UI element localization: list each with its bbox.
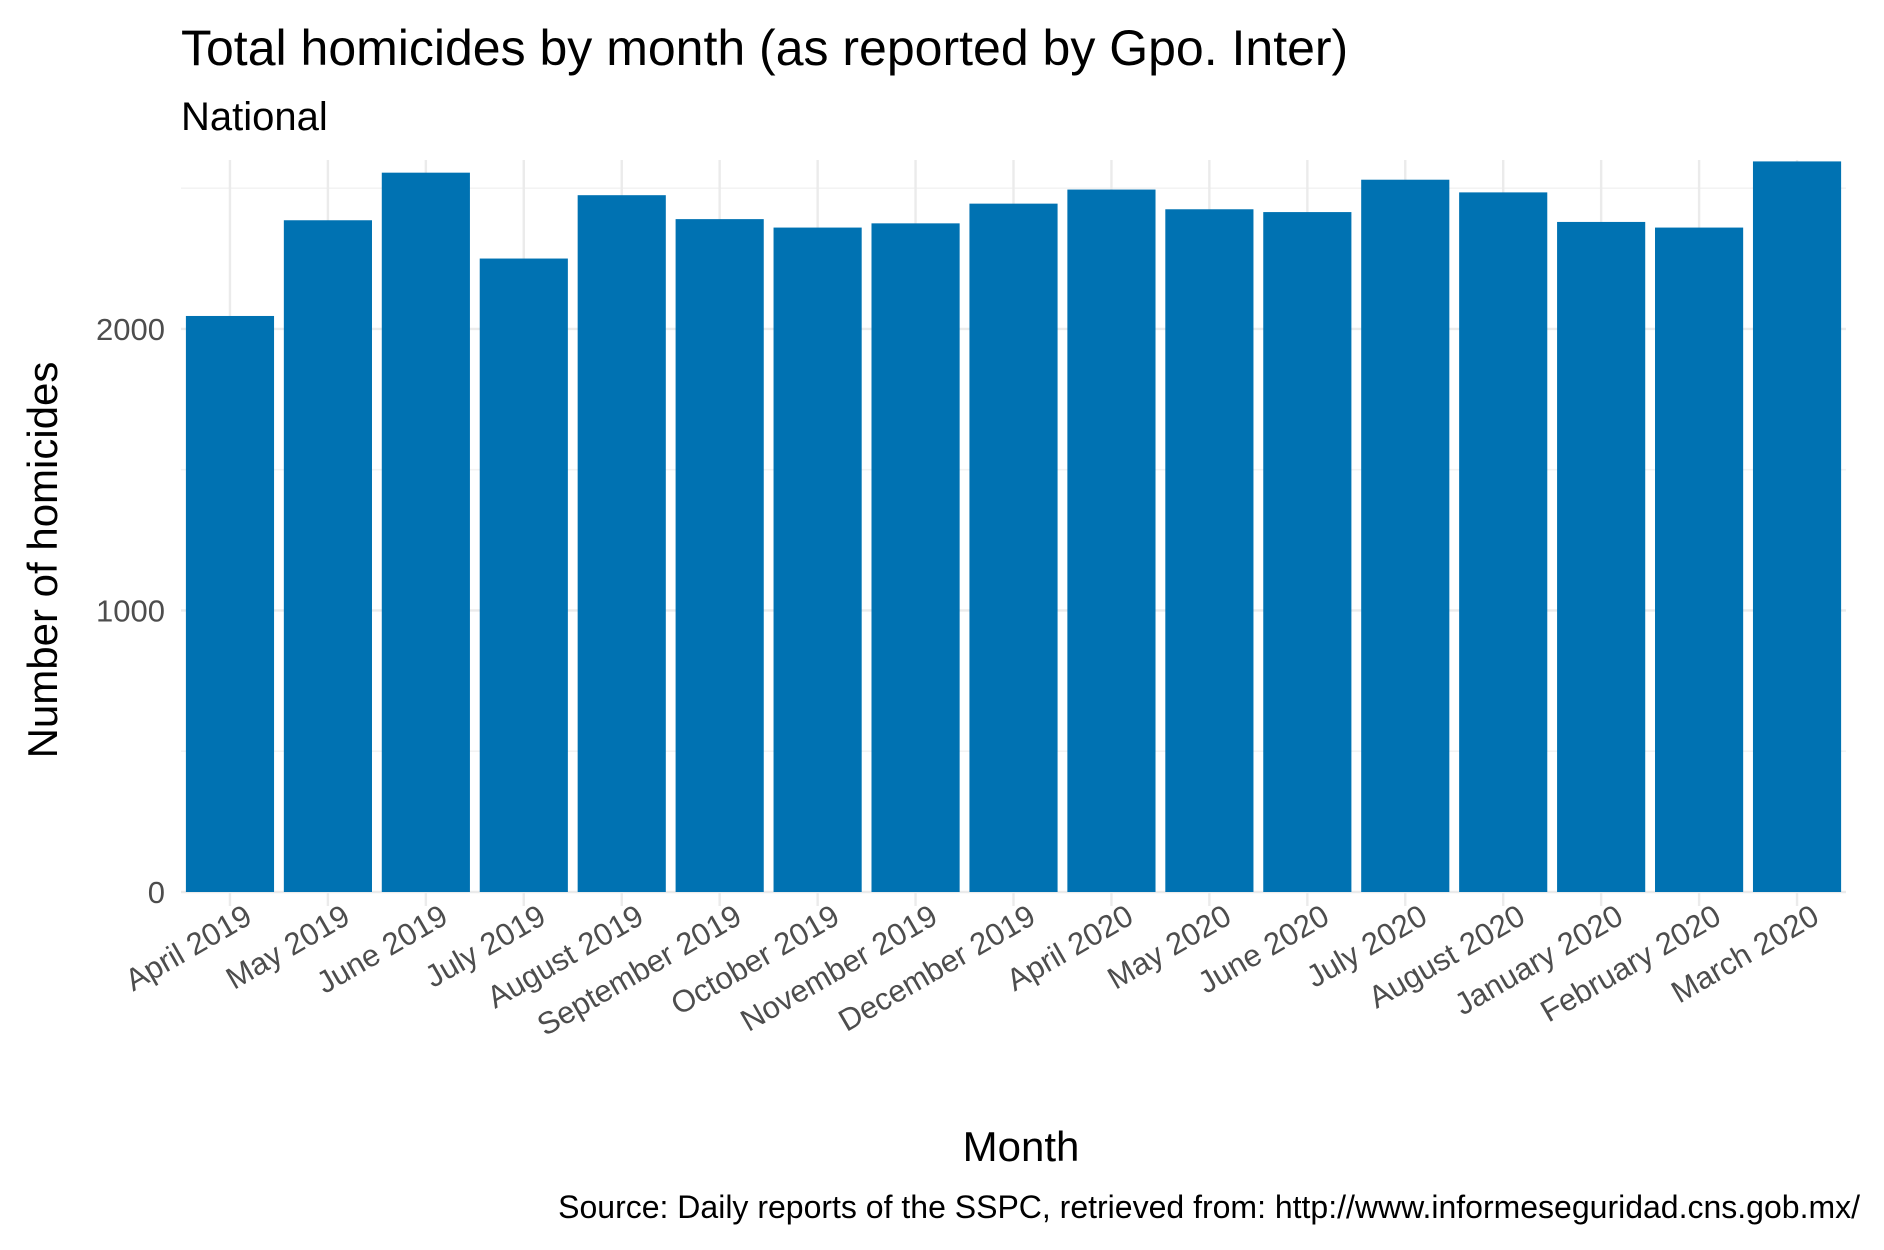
bar-september-2019 (675, 219, 764, 892)
chart-caption: Source: Daily reports of the SSPC, retri… (558, 1189, 1860, 1225)
bar-march-2020 (1752, 161, 1842, 892)
x-axis-title: Month (963, 1123, 1080, 1170)
bar-may-2019 (283, 220, 372, 892)
bar-december-2019 (969, 203, 1058, 892)
bar-july-2020 (1361, 179, 1450, 892)
bar-october-2019 (773, 227, 862, 892)
bar-august-2020 (1459, 192, 1548, 892)
chart-subtitle: National (181, 95, 328, 139)
bar-april-2020 (1067, 189, 1156, 892)
y-tick-label: 0 (148, 875, 165, 910)
bar-july-2019 (479, 258, 568, 892)
bar-february-2020 (1655, 227, 1744, 892)
y-tick-label: 1000 (96, 593, 165, 628)
y-axis-title: Number of homicides (19, 362, 66, 759)
bar-august-2019 (577, 195, 666, 892)
bar-november-2019 (871, 223, 960, 893)
bar-april-2019 (185, 315, 275, 893)
chart-title: Total homicides by month (as reported by… (181, 20, 1348, 76)
bar-june-2020 (1263, 212, 1352, 892)
y-tick-label: 2000 (96, 312, 165, 347)
bar-may-2020 (1165, 209, 1254, 892)
bars (185, 161, 1842, 893)
y-axis-ticks: 0 1000 2000 (96, 312, 165, 910)
bar-june-2019 (381, 172, 470, 893)
bar-january-2020 (1557, 221, 1646, 892)
